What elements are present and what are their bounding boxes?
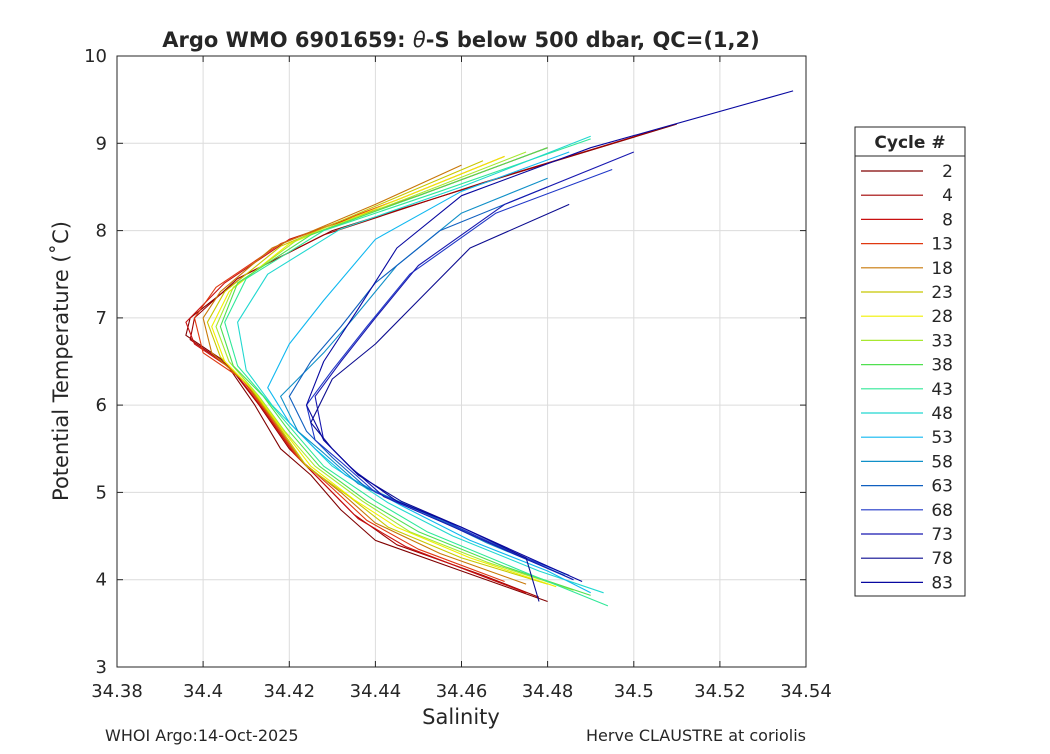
- x-tick-label: 34.5: [614, 681, 654, 702]
- x-axis-label: Salinity: [422, 705, 500, 729]
- footer-left: WHOI Argo:14-Oct-2025: [105, 726, 299, 745]
- legend-label-cycle-28: 28: [931, 307, 953, 327]
- series-line-cycle-33: [215, 151, 574, 591]
- x-tick-label: 34.44: [350, 681, 402, 702]
- legend-title: Cycle #: [874, 133, 945, 153]
- y-axis-label: Potential Temperature (˚C): [49, 221, 73, 501]
- legend-label-cycle-38: 38: [931, 356, 953, 376]
- series-line-cycle-73: [314, 151, 635, 581]
- series-line-cycle-63: [288, 186, 574, 581]
- legend: Cycle # 24813182328333843485358636873788…: [854, 126, 966, 597]
- series-line-cycle-43: [224, 138, 609, 607]
- footer-right: Herve CLAUSTRE at coriolis: [586, 726, 806, 745]
- y-tick-label: 9: [96, 133, 107, 154]
- legend-label-cycle-78: 78: [931, 549, 953, 569]
- legend-label-cycle-48: 48: [931, 404, 953, 424]
- legend-label-cycle-63: 63: [931, 477, 953, 497]
- legend-label-cycle-73: 73: [931, 525, 953, 545]
- legend-label-cycle-18: 18: [931, 259, 953, 279]
- y-ticks: 3 4 5 6 7 8 9 10: [84, 46, 806, 678]
- y-tick-label: 10: [84, 46, 107, 67]
- series-line-cycle-4: [189, 129, 656, 598]
- legend-label-cycle-33: 33: [931, 331, 953, 351]
- series-layer: [185, 90, 794, 607]
- legend-label-cycle-83: 83: [931, 573, 953, 593]
- y-tick-label: 8: [96, 221, 107, 242]
- legend-label-cycle-53: 53: [931, 428, 953, 448]
- legend-box: [854, 126, 966, 597]
- x-ticks: 34.38 34.4 34.42 34.44 34.46 34.48 34.5 34.52 34…: [91, 56, 832, 702]
- x-tick-label: 34.42: [264, 681, 316, 702]
- legend-label-cycle-58: 58: [931, 452, 953, 472]
- y-tick-label: 7: [96, 308, 107, 329]
- legend-label-cycle-13: 13: [931, 235, 953, 255]
- x-tick-label: 34.54: [780, 681, 832, 702]
- x-tick-label: 34.46: [436, 681, 488, 702]
- series-line-cycle-48: [237, 135, 604, 594]
- legend-label-cycle-8: 8: [942, 210, 953, 230]
- x-tick-label: 34.38: [91, 681, 143, 702]
- x-tick-label: 34.4: [183, 681, 223, 702]
- y-tick-label: 3: [96, 657, 107, 678]
- y-tick-label: 4: [96, 570, 107, 591]
- x-tick-label: 34.48: [522, 681, 574, 702]
- title-suffix: -S below 500 dbar, QC=(1,2): [426, 28, 760, 52]
- series-line-cycle-53: [267, 151, 591, 594]
- legend-label-cycle-23: 23: [931, 283, 953, 303]
- series-line-cycle-8: [185, 147, 548, 594]
- y-tick-label: 5: [96, 482, 107, 503]
- y-tick-label: 6: [96, 395, 107, 416]
- legend-label-cycle-68: 68: [931, 501, 953, 521]
- legend-label-cycle-4: 4: [942, 186, 953, 206]
- chart-title: Argo WMO 6901659: θ-S below 500 dbar, QC…: [162, 28, 759, 52]
- x-tick-label: 34.52: [694, 681, 746, 702]
- title-theta: θ: [413, 28, 426, 52]
- legend-label-cycle-43: 43: [931, 380, 953, 400]
- legend-label-cycle-2: 2: [942, 162, 953, 182]
- series-line-cycle-83: [305, 90, 794, 583]
- title-prefix: Argo WMO 6901659:: [162, 28, 413, 52]
